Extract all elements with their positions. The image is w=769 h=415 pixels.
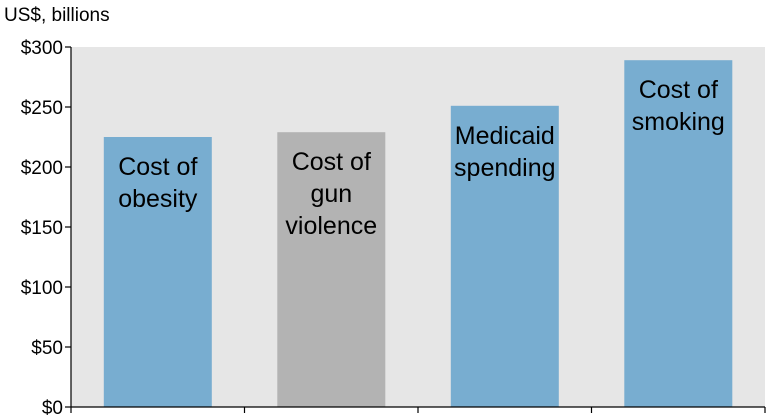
y-tick-label: $250	[21, 98, 63, 119]
bar-1	[103, 137, 212, 407]
bar-label-1: Cost of obesity	[118, 153, 198, 213]
bar-label-line: gun	[310, 180, 352, 208]
bar-4	[624, 60, 733, 407]
axes-group: $0 $50 $100 $150 $200 $250 $300	[21, 38, 766, 415]
y-tick-label: $50	[31, 338, 63, 359]
y-tick-label: $150	[21, 218, 63, 239]
bar-3	[450, 105, 559, 408]
y-tick-label: $300	[21, 38, 63, 59]
bar-label-line: smoking	[632, 108, 725, 136]
bar-label-2: Cost of gun violence	[285, 148, 377, 240]
y-tick-label: $0	[42, 398, 63, 415]
bar-label-line: Cost of	[118, 153, 197, 181]
bar-label-3: Medicaid spending	[454, 122, 555, 182]
bar-2	[277, 132, 386, 407]
bar-label-line: spending	[454, 154, 555, 182]
bar-label-line: violence	[285, 212, 377, 240]
bar-label-line: Medicaid	[455, 122, 555, 150]
y-unit-label: US$, billions	[4, 5, 110, 26]
bars-group	[103, 60, 733, 408]
bar-label-line: Cost of	[639, 76, 718, 104]
bar-label-4: Cost of smoking	[632, 76, 725, 136]
y-tick-label: $100	[21, 278, 63, 299]
bar-labels-group: Cost of obesity Cost of gun violence Medicaid…	[118, 76, 725, 240]
bar-label-line: Cost of	[292, 148, 371, 176]
bar-label-line: obesity	[118, 185, 198, 213]
y-tick-label: $200	[21, 158, 63, 179]
